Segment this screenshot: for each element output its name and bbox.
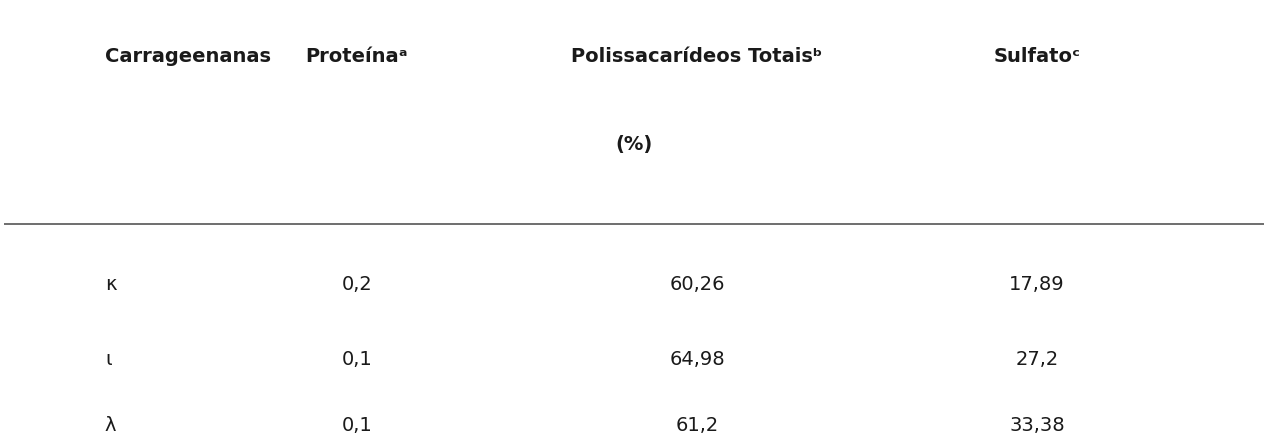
Text: 27,2: 27,2 [1016, 350, 1059, 369]
Text: ι: ι [105, 350, 112, 369]
Text: 64,98: 64,98 [670, 350, 725, 369]
Text: (%): (%) [615, 135, 653, 154]
Text: Proteínaᵃ: Proteínaᵃ [306, 47, 408, 66]
Text: λ: λ [105, 416, 117, 435]
Text: 33,38: 33,38 [1009, 416, 1065, 435]
Text: Polissacarídeos Totaisᵇ: Polissacarídeos Totaisᵇ [572, 47, 823, 66]
Text: 17,89: 17,89 [1009, 275, 1065, 295]
Text: 0,1: 0,1 [341, 416, 373, 435]
Text: Sulfatoᶜ: Sulfatoᶜ [994, 47, 1080, 66]
Text: 0,1: 0,1 [341, 350, 373, 369]
Text: Carrageenanas: Carrageenanas [105, 47, 271, 66]
Text: 60,26: 60,26 [670, 275, 725, 295]
Text: 0,2: 0,2 [341, 275, 373, 295]
Text: κ: κ [105, 275, 117, 295]
Text: 61,2: 61,2 [676, 416, 719, 435]
